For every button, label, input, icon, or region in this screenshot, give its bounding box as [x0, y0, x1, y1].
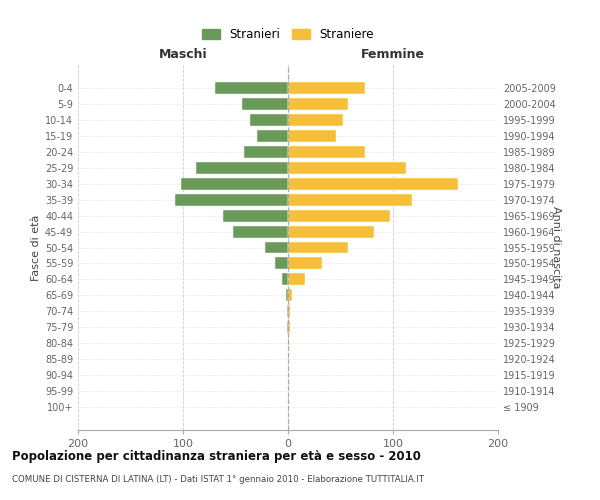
Legend: Stranieri, Straniere: Stranieri, Straniere: [199, 24, 377, 44]
Bar: [215, 82, 288, 94]
Text: Popolazione per cittadinanza straniera per età e sesso - 2010: Popolazione per cittadinanza straniera p…: [12, 450, 421, 463]
Bar: [287, 322, 288, 334]
Bar: [275, 258, 288, 270]
Bar: [288, 274, 305, 285]
Bar: [288, 322, 290, 334]
Text: Femmine: Femmine: [361, 48, 425, 62]
Bar: [288, 306, 290, 318]
Bar: [288, 354, 289, 366]
Bar: [288, 194, 412, 205]
Bar: [223, 210, 288, 222]
Bar: [288, 162, 406, 173]
Bar: [233, 226, 288, 237]
Bar: [175, 194, 288, 205]
Bar: [288, 242, 348, 254]
Bar: [265, 242, 288, 254]
Bar: [288, 146, 365, 158]
Bar: [288, 210, 390, 222]
Bar: [257, 130, 288, 141]
Bar: [242, 98, 288, 110]
Bar: [288, 82, 365, 94]
Bar: [244, 146, 288, 158]
Bar: [288, 114, 343, 126]
Y-axis label: Fasce di età: Fasce di età: [31, 214, 41, 280]
Text: COMUNE DI CISTERNA DI LATINA (LT) - Dati ISTAT 1° gennaio 2010 - Elaborazione TU: COMUNE DI CISTERNA DI LATINA (LT) - Dati…: [12, 475, 424, 484]
Bar: [196, 162, 288, 173]
Bar: [181, 178, 288, 190]
Bar: [288, 130, 337, 141]
Bar: [250, 114, 288, 126]
Bar: [288, 258, 322, 270]
Bar: [286, 290, 288, 302]
Bar: [288, 226, 374, 237]
Bar: [288, 290, 292, 302]
Bar: [287, 306, 288, 318]
Text: Maschi: Maschi: [158, 48, 208, 62]
Bar: [288, 338, 289, 349]
Bar: [288, 98, 348, 110]
Bar: [282, 274, 288, 285]
Y-axis label: Anni di nascita: Anni di nascita: [551, 206, 561, 289]
Bar: [288, 178, 458, 190]
